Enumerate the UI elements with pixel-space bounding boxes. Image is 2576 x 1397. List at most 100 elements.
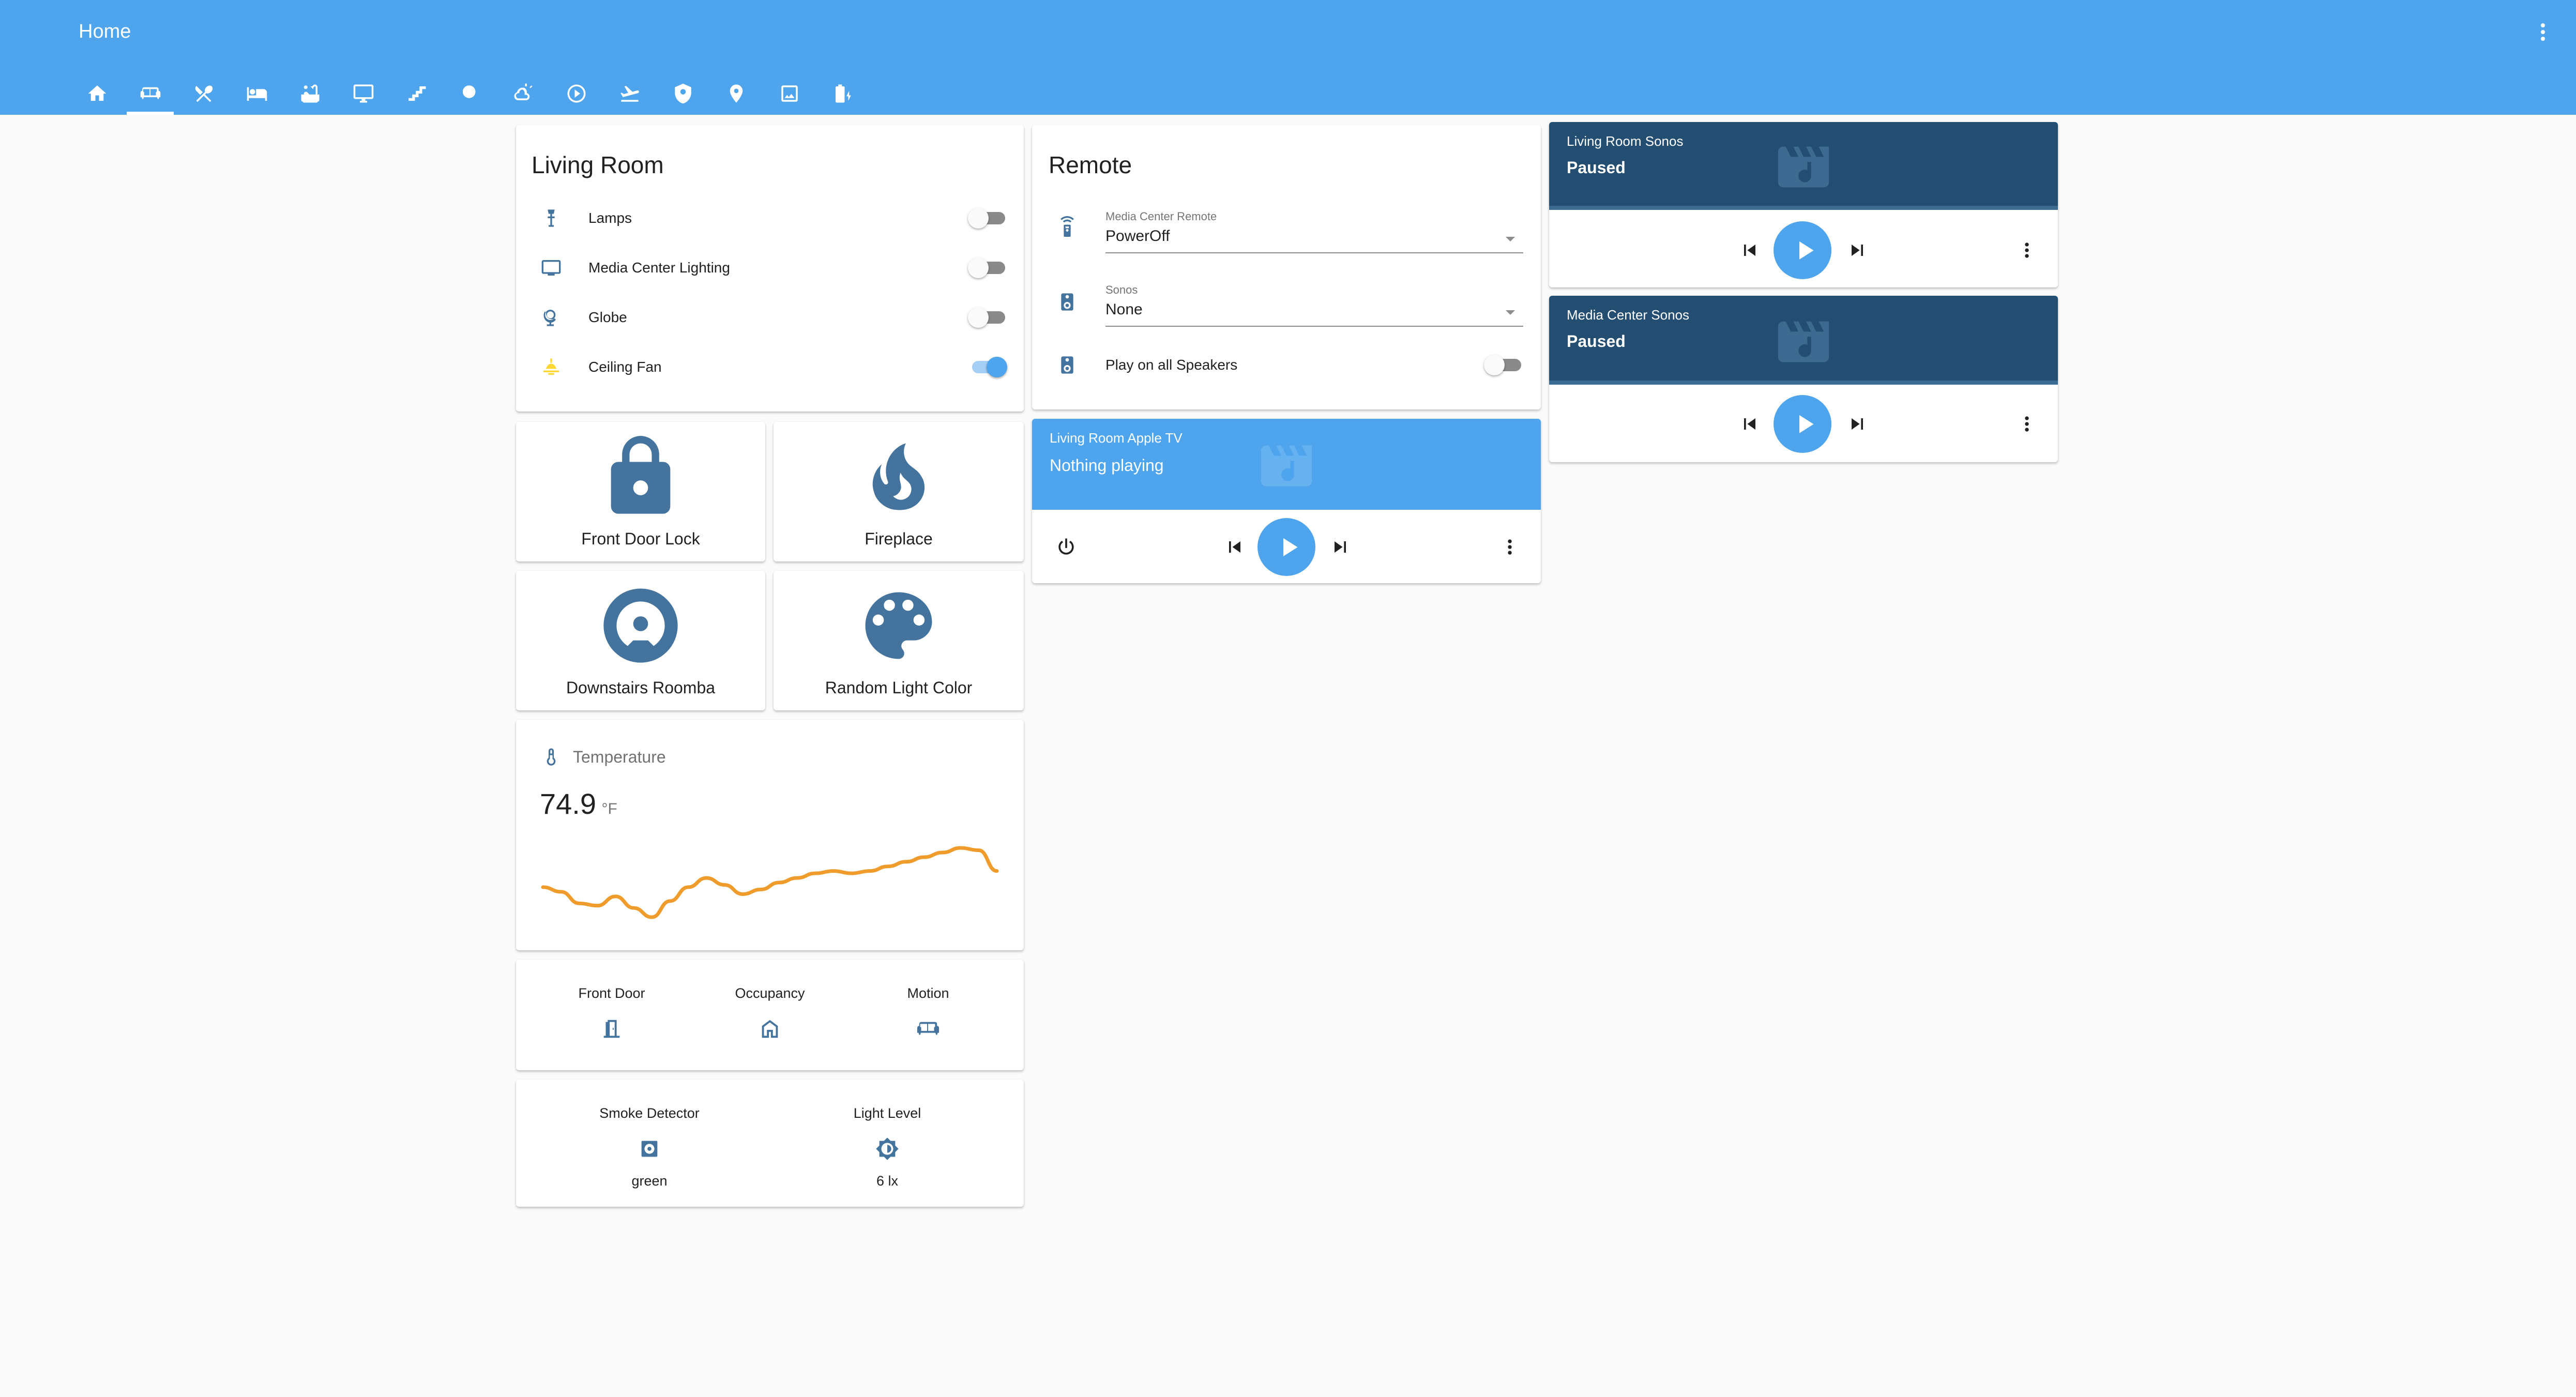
stairs-icon bbox=[406, 83, 428, 104]
dots-vertical-icon[interactable] bbox=[2011, 408, 2042, 439]
dots-vertical-icon[interactable] bbox=[1494, 532, 1525, 563]
play-button[interactable] bbox=[1257, 518, 1315, 576]
temperature-card[interactable]: Temperature 74.9 °F bbox=[516, 720, 1024, 950]
glance-occupancy[interactable]: Occupancy bbox=[708, 985, 832, 1041]
media-player-state: Paused bbox=[1567, 158, 1626, 177]
dots-vertical-icon[interactable] bbox=[2533, 18, 2553, 47]
media-center-sonos-media-card: Media Center Sonos Paused bbox=[1549, 296, 2058, 462]
entity-label: Globe bbox=[588, 309, 627, 325]
sofa-icon bbox=[140, 83, 161, 104]
glance-smoke-detector[interactable]: Smoke Detector green bbox=[587, 1105, 711, 1189]
glance-label: Light Level bbox=[853, 1105, 921, 1121]
tab-energy[interactable] bbox=[816, 72, 869, 115]
media-center-lighting-toggle[interactable] bbox=[968, 257, 1007, 278]
tab-travel[interactable] bbox=[603, 72, 656, 115]
tab-living-room[interactable] bbox=[124, 72, 177, 115]
tab-media[interactable] bbox=[550, 72, 603, 115]
living-room-card: Living Room Lamps Media Center Lighting … bbox=[516, 125, 1024, 412]
previous-track-button[interactable] bbox=[1219, 532, 1250, 563]
media-player-state: Nothing playing bbox=[1050, 456, 1164, 475]
movie-music-icon bbox=[1768, 136, 1839, 198]
glance-value: 6 lx bbox=[876, 1173, 899, 1189]
tab-weather[interactable] bbox=[496, 72, 550, 115]
remote-icon bbox=[1057, 216, 1078, 237]
glance-motion[interactable]: Motion bbox=[866, 985, 990, 1041]
thermometer-icon bbox=[541, 747, 562, 767]
home-outline-icon bbox=[758, 1017, 782, 1041]
tab-office[interactable] bbox=[337, 72, 390, 115]
robot-vacuum-icon bbox=[596, 581, 685, 670]
next-track-button[interactable] bbox=[1842, 235, 1873, 266]
weather-icon bbox=[512, 83, 534, 104]
entity-label: Lamps bbox=[588, 210, 632, 226]
media-header: Living Room Sonos Paused bbox=[1549, 122, 2058, 210]
dots-vertical-icon[interactable] bbox=[2011, 235, 2042, 266]
binary-sensors-glance-card: Front Door Occupancy Motion bbox=[516, 960, 1024, 1070]
play-on-all-speakers-toggle[interactable] bbox=[1484, 355, 1523, 375]
select-value: PowerOff bbox=[1105, 227, 1170, 245]
shield-icon bbox=[672, 83, 694, 104]
tab-bathroom[interactable] bbox=[283, 72, 337, 115]
random-light-color-button[interactable]: Random Light Color bbox=[774, 571, 1024, 710]
button-label: Downstairs Roomba bbox=[566, 678, 716, 697]
tab-stairs[interactable] bbox=[390, 72, 443, 115]
tab-garden[interactable] bbox=[443, 72, 496, 115]
entity-row-play-on-all-speakers[interactable]: Play on all Speakers bbox=[1032, 344, 1541, 386]
entity-row-media-center-lighting[interactable]: Media Center Lighting bbox=[516, 247, 1024, 288]
movie-music-icon bbox=[1251, 435, 1322, 496]
temperature-value: 74.9 bbox=[540, 787, 596, 820]
glance-light-level[interactable]: Light Level 6 lx bbox=[825, 1105, 949, 1189]
glance-front-door[interactable]: Front Door bbox=[550, 985, 674, 1041]
chevron-down-icon bbox=[1506, 237, 1515, 241]
ceiling-fan-toggle[interactable] bbox=[968, 357, 1007, 377]
monitor-icon bbox=[353, 83, 374, 104]
map-marker-icon bbox=[725, 83, 747, 104]
next-track-button[interactable] bbox=[1842, 408, 1873, 439]
tab-map[interactable] bbox=[709, 72, 763, 115]
sensor-value: 74.9 °F bbox=[540, 787, 617, 821]
tab-cameras[interactable] bbox=[763, 72, 816, 115]
tab-bedroom[interactable] bbox=[230, 72, 283, 115]
tab-security[interactable] bbox=[656, 72, 709, 115]
glance-label: Occupancy bbox=[735, 985, 805, 1001]
media-header: Living Room Apple TV Nothing playing bbox=[1032, 419, 1541, 510]
ceiling-light-icon bbox=[537, 353, 566, 382]
glance-label: Smoke Detector bbox=[599, 1105, 700, 1121]
temperature-unit: °F bbox=[601, 800, 617, 817]
fireplace-button[interactable]: Fireplace bbox=[774, 422, 1024, 561]
door-icon bbox=[600, 1017, 624, 1041]
front-door-lock-button[interactable]: Front Door Lock bbox=[516, 422, 765, 561]
play-button[interactable] bbox=[1774, 395, 1831, 453]
power-button[interactable] bbox=[1051, 532, 1082, 563]
entity-label: Play on all Speakers bbox=[1105, 357, 1238, 373]
view-tabs bbox=[70, 72, 869, 115]
lamps-toggle[interactable] bbox=[968, 208, 1007, 229]
entity-row-ceiling-fan[interactable]: Ceiling Fan bbox=[516, 346, 1024, 388]
globe-toggle[interactable] bbox=[968, 307, 1007, 328]
entity-label: Media Center Lighting bbox=[588, 260, 730, 276]
previous-track-button[interactable] bbox=[1734, 408, 1765, 439]
speaker-icon bbox=[1053, 351, 1082, 379]
palette-icon bbox=[854, 581, 943, 670]
downstairs-roomba-button[interactable]: Downstairs Roomba bbox=[516, 571, 765, 710]
sensors-glance-card: Smoke Detector green Light Level 6 lx bbox=[516, 1080, 1024, 1207]
media-header: Media Center Sonos Paused bbox=[1549, 296, 2058, 385]
remote-card: Remote Media Center Remote PowerOff Sono… bbox=[1032, 125, 1541, 409]
button-label: Front Door Lock bbox=[581, 529, 700, 548]
glance-label: Motion bbox=[907, 985, 949, 1001]
button-label: Random Light Color bbox=[825, 678, 973, 697]
glance-value: green bbox=[631, 1173, 668, 1189]
entity-row-globe[interactable]: Globe bbox=[516, 297, 1024, 338]
entity-label: Ceiling Fan bbox=[588, 359, 662, 375]
tab-kitchen[interactable] bbox=[177, 72, 230, 115]
tab-home[interactable] bbox=[70, 72, 124, 115]
select-value: None bbox=[1105, 301, 1143, 318]
entity-row-lamps[interactable]: Lamps bbox=[516, 198, 1024, 239]
select-label: Sonos bbox=[1105, 283, 1138, 296]
next-track-button[interactable] bbox=[1325, 532, 1356, 563]
smoke-detector-icon bbox=[638, 1137, 661, 1161]
select-label: Media Center Remote bbox=[1105, 210, 1217, 223]
play-button[interactable] bbox=[1774, 221, 1831, 279]
select-underline bbox=[1105, 326, 1523, 327]
previious-track-button[interactable] bbox=[1734, 235, 1765, 266]
